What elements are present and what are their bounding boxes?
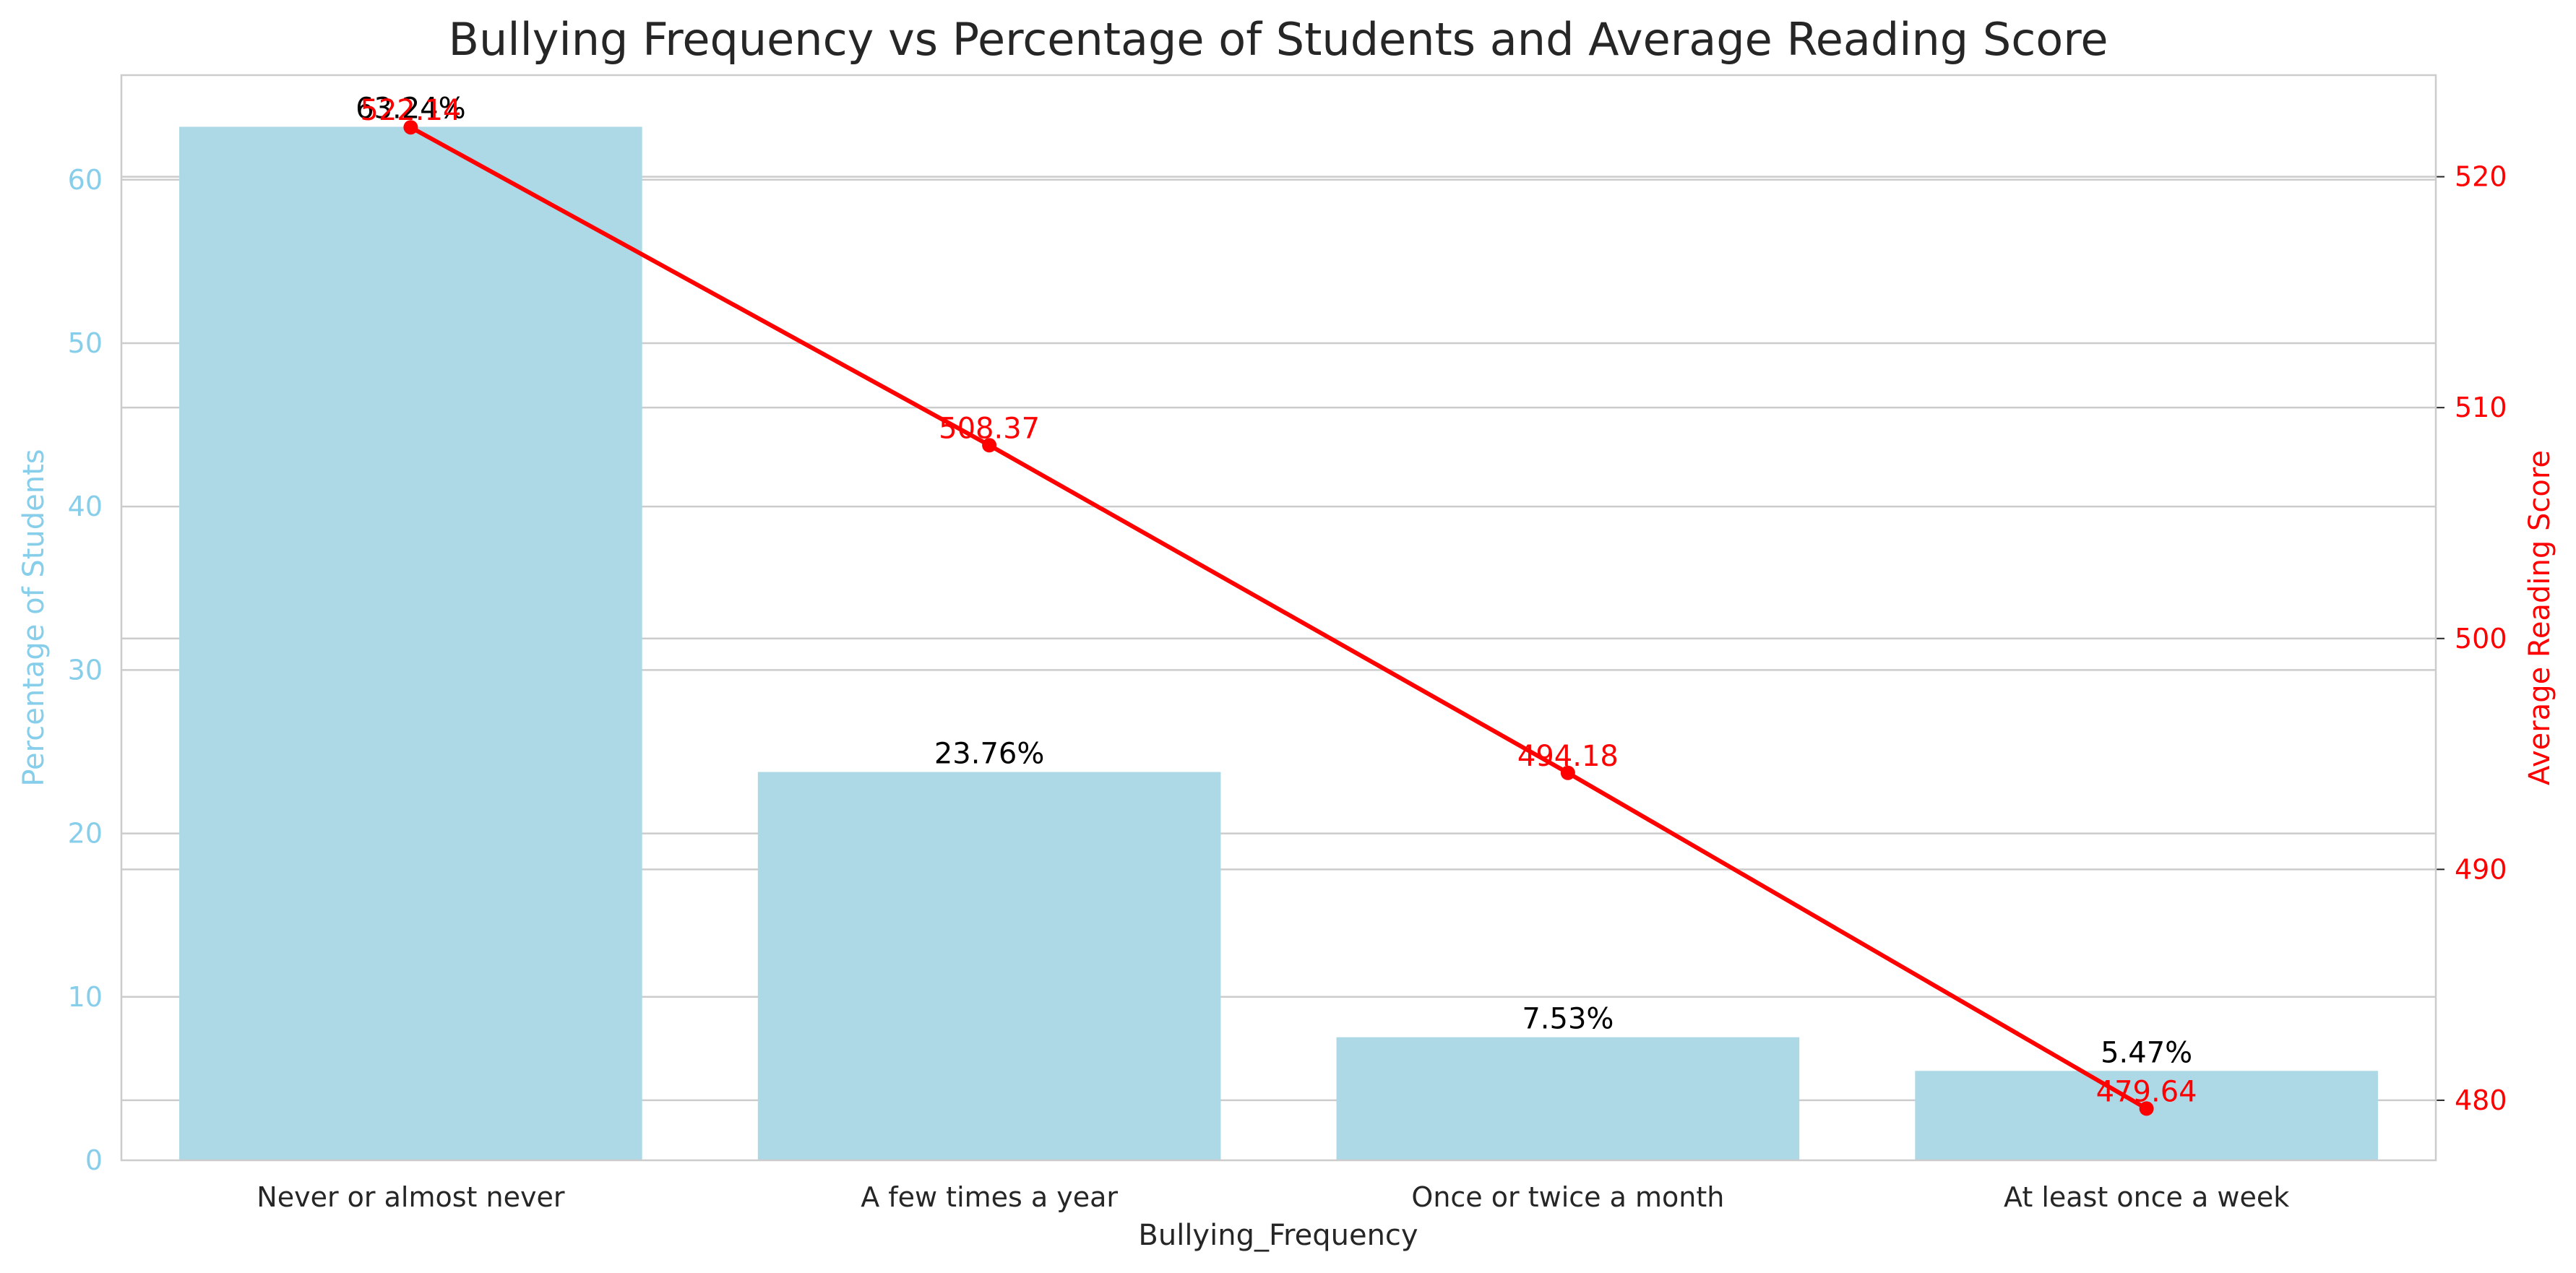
reading-score-point bbox=[2139, 1101, 2154, 1116]
left-tick-label: 50 bbox=[68, 327, 103, 359]
bar bbox=[179, 126, 642, 1161]
right-tick-label: 520 bbox=[2455, 161, 2507, 193]
bar-value-label: 63.24% bbox=[356, 92, 466, 125]
x-axis-label: Bullying_Frequency bbox=[1138, 1219, 1418, 1252]
left-axis-ticks: 0 10 20 30 40 50 60 bbox=[68, 164, 103, 1176]
left-tick-label: 20 bbox=[68, 818, 103, 850]
left-axis-label: Percentage of Students bbox=[17, 449, 51, 786]
line-series bbox=[403, 120, 2154, 1116]
bar-series bbox=[179, 126, 2378, 1161]
chart-title: Bullying Frequency vs Percentage of Stud… bbox=[449, 13, 2108, 66]
reading-score-point bbox=[1560, 765, 1575, 780]
x-tick-label: Never or almost never bbox=[257, 1181, 565, 1213]
right-axis-label: Average Reading Score bbox=[2523, 450, 2556, 785]
reading-score-label: 494.18 bbox=[1517, 740, 1619, 773]
bar-value-label: 5.47% bbox=[2101, 1036, 2192, 1069]
left-tick-label: 60 bbox=[68, 164, 103, 196]
x-tick-label: Once or twice a month bbox=[1411, 1181, 1724, 1213]
right-tick-label: 500 bbox=[2455, 623, 2507, 655]
x-tick-label: A few times a year bbox=[861, 1181, 1118, 1213]
reading-score-label: 508.37 bbox=[939, 412, 1040, 445]
reading-score-label: 522.14 bbox=[360, 94, 461, 127]
right-tick-label: 480 bbox=[2455, 1084, 2507, 1116]
line-labels: 522.14 508.37 494.18 479.64 bbox=[360, 94, 2197, 1108]
bar bbox=[757, 772, 1221, 1160]
left-tick-label: 40 bbox=[68, 491, 103, 522]
x-tick-label: At least once a week bbox=[2004, 1181, 2289, 1213]
reading-score-label: 479.64 bbox=[2096, 1075, 2197, 1108]
right-tick-label: 510 bbox=[2455, 392, 2507, 423]
x-axis-ticks: Never or almost never A few times a year O… bbox=[257, 1181, 2289, 1213]
reading-score-point bbox=[982, 438, 997, 453]
plot-frame bbox=[120, 74, 2437, 1162]
left-tick-label: 0 bbox=[85, 1144, 103, 1176]
bar-value-label: 7.53% bbox=[1522, 1003, 1614, 1036]
left-tick-label: 30 bbox=[68, 654, 103, 686]
reading-score-line bbox=[409, 125, 2148, 1111]
bar bbox=[1336, 1037, 1800, 1160]
bar-value-label: 23.76% bbox=[934, 738, 1045, 771]
bar-labels: 63.24% 23.76% 7.53% 5.47% bbox=[356, 92, 2192, 1069]
right-tick-label: 490 bbox=[2455, 853, 2507, 885]
reading-score-point bbox=[403, 120, 418, 135]
left-tick-label: 10 bbox=[68, 981, 103, 1013]
right-axis-ticks: 480 490 500 510 520 bbox=[2455, 161, 2507, 1116]
